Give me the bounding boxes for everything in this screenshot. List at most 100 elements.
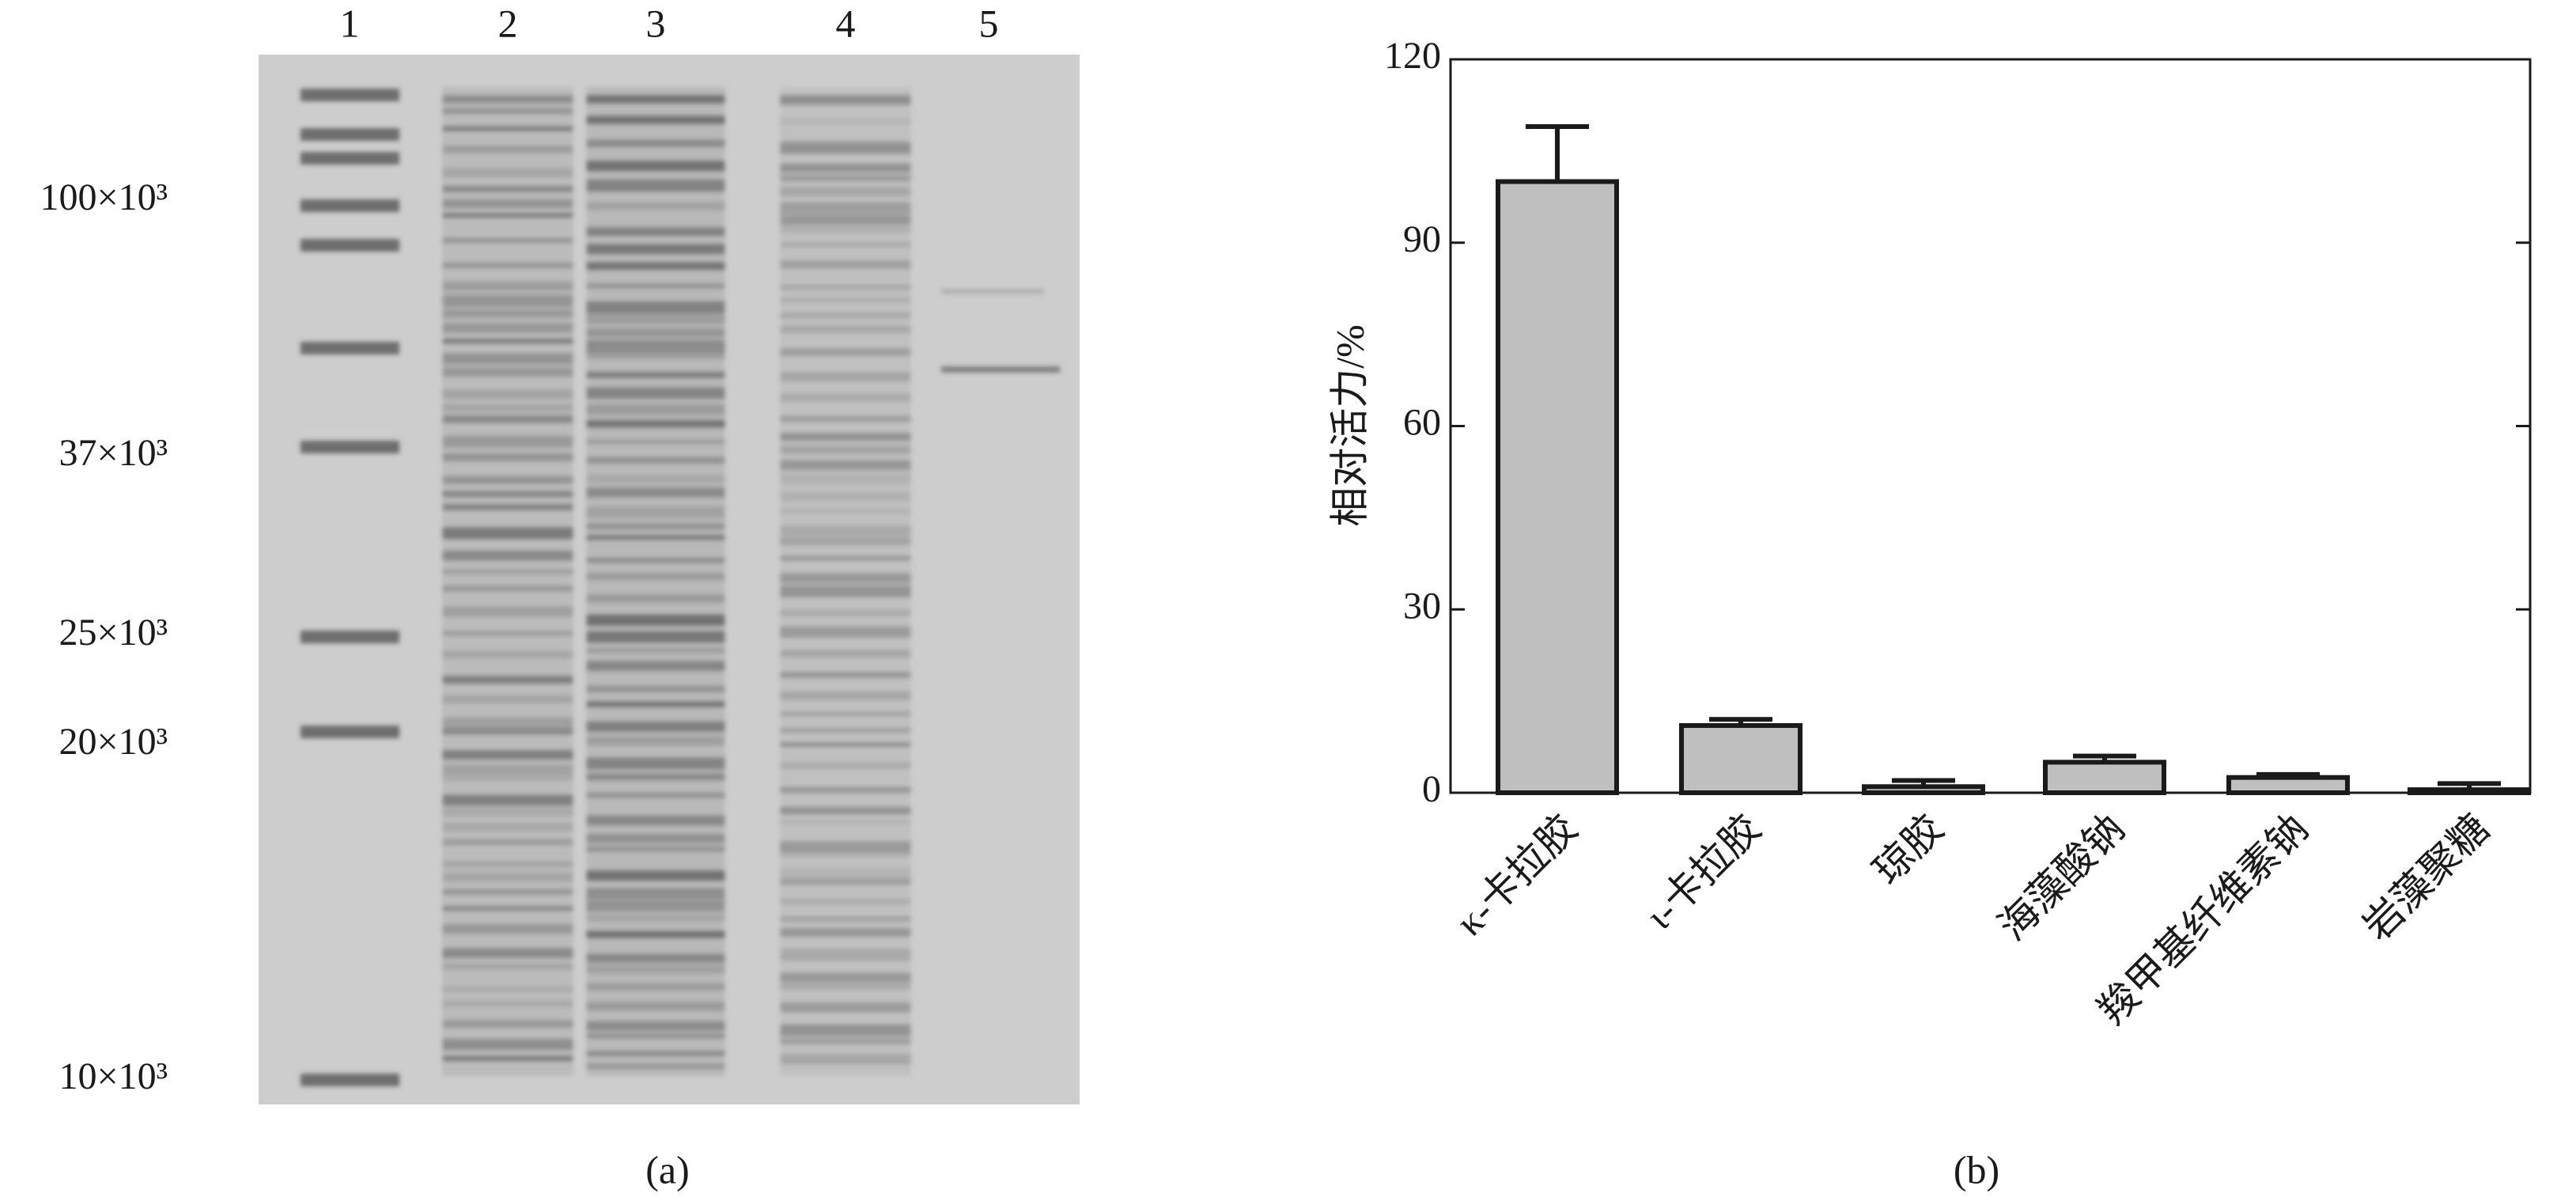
gel-band — [586, 95, 725, 104]
gel-band — [442, 453, 573, 462]
marker-label: 100×10³ — [40, 176, 168, 218]
gel-band — [301, 152, 399, 165]
gel-band — [780, 445, 911, 454]
lane-label: 5 — [979, 1, 999, 45]
gel-band — [586, 403, 725, 415]
gel-band — [780, 284, 911, 290]
gel-band — [780, 916, 911, 923]
gel-band — [780, 741, 911, 748]
gel-band — [442, 435, 573, 449]
gel-band — [780, 851, 911, 858]
gel-band — [586, 773, 725, 781]
gel-band — [780, 118, 911, 125]
gel-band — [442, 212, 573, 218]
gel-band — [780, 473, 911, 484]
gel-band — [780, 214, 911, 225]
gel-band — [586, 1002, 725, 1011]
gel-bands — [301, 87, 1060, 1086]
gel-band — [780, 609, 911, 616]
gel-band — [586, 953, 725, 964]
gel-band — [586, 160, 725, 172]
gel-band — [442, 631, 573, 636]
gel-band — [442, 475, 573, 484]
gel-band — [442, 503, 573, 511]
gel-band — [442, 569, 573, 574]
gel-band — [442, 650, 573, 659]
gel-band — [780, 573, 911, 584]
gel-band — [586, 1021, 725, 1032]
gel-band — [442, 237, 573, 244]
gel-band — [780, 927, 911, 938]
gel-band — [780, 313, 911, 319]
marker-label: 25×10³ — [59, 612, 168, 654]
gel-band — [941, 366, 1060, 373]
gel-band — [442, 527, 573, 540]
gel-band — [442, 415, 573, 423]
gel-band — [586, 506, 725, 518]
gel-band — [586, 350, 725, 359]
gel-band — [442, 294, 573, 308]
gel-band — [442, 403, 573, 412]
gel-band — [442, 388, 573, 400]
gel-band — [442, 606, 573, 617]
gel-band — [586, 339, 725, 352]
gel-band — [442, 986, 573, 992]
gel-band — [586, 930, 725, 938]
x-tick-label: 岩藻聚糖 — [2355, 805, 2498, 949]
gel-band — [442, 807, 573, 816]
y-tick-label: 30 — [1403, 585, 1441, 627]
y-tick-label: 60 — [1403, 402, 1441, 444]
bar — [2226, 775, 2350, 795]
gel-band — [780, 163, 911, 173]
gel-band — [941, 290, 1044, 294]
gel-band — [442, 839, 573, 846]
gel-band — [780, 297, 911, 303]
gel-band — [780, 626, 911, 638]
gel-band — [780, 555, 911, 561]
gel-band — [780, 459, 911, 471]
gel-band — [780, 347, 911, 357]
gel-band — [780, 226, 911, 233]
bar — [1679, 723, 1802, 796]
gel-band — [780, 898, 911, 904]
gel-band — [442, 695, 573, 704]
gel-band — [442, 872, 573, 882]
gel-band — [780, 241, 911, 248]
lane-label: 1 — [340, 1, 360, 45]
gel-band — [442, 1000, 573, 1008]
gel-band — [586, 534, 725, 540]
gel-band — [586, 647, 725, 654]
gel-band — [442, 367, 573, 377]
gel-band — [586, 594, 725, 604]
lane-label: 2 — [498, 1, 518, 45]
gel-band — [780, 727, 911, 733]
gel-band — [586, 139, 725, 148]
gel-band — [586, 116, 725, 124]
gel-band — [780, 202, 911, 214]
gel-band — [780, 491, 911, 502]
gel-band — [442, 353, 573, 365]
gel-band — [586, 833, 725, 843]
gel-band — [442, 906, 573, 911]
marker-label: 20×10³ — [59, 721, 168, 763]
gel-band — [780, 186, 911, 197]
y-tick-label: 120 — [1384, 35, 1441, 77]
gel-band — [442, 763, 573, 776]
gel-band — [586, 487, 725, 498]
gel-band — [442, 729, 573, 735]
gel-band — [442, 1019, 573, 1029]
gel-band — [586, 301, 725, 314]
gel-band — [586, 757, 725, 770]
gel-band — [301, 441, 399, 453]
gel-band — [442, 962, 573, 971]
y-axis-label: 相对活力/% — [1327, 324, 1371, 527]
gel-band — [301, 726, 399, 738]
gel-band — [586, 523, 725, 530]
gel-band — [780, 786, 911, 794]
gel-band — [442, 322, 573, 334]
gel-band — [442, 550, 573, 561]
gel-band — [586, 815, 725, 826]
y-tick-label: 90 — [1403, 218, 1441, 260]
x-tick-label: ι-卡拉胶 — [1637, 805, 1769, 938]
